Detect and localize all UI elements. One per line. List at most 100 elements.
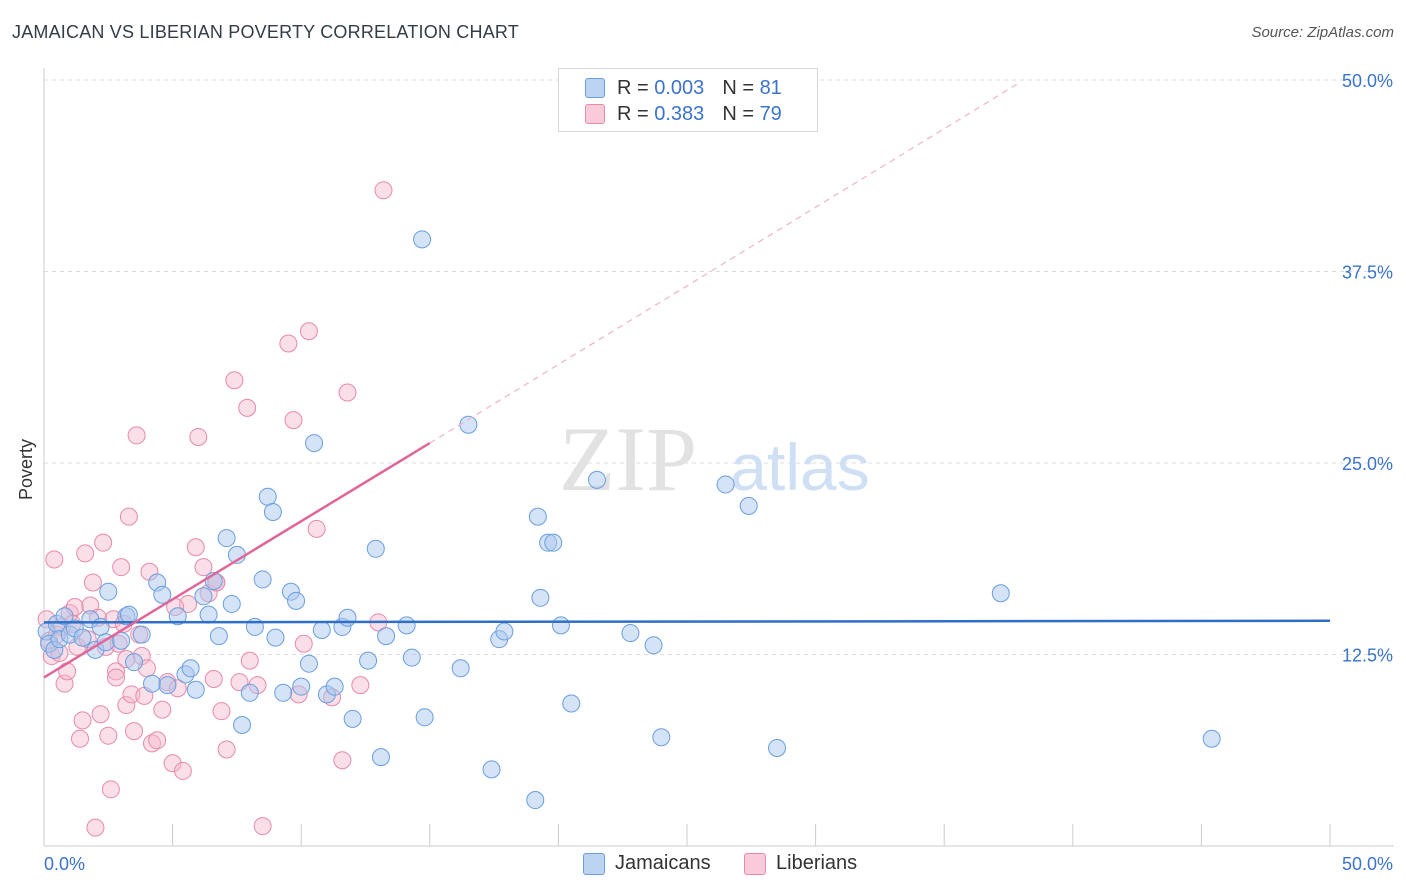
liberians-point xyxy=(299,322,318,341)
jamaicans-point xyxy=(528,507,547,526)
liberians-point xyxy=(94,533,113,552)
jamaicans-point xyxy=(415,708,434,727)
liberians-point xyxy=(45,550,64,569)
liberians-point xyxy=(238,398,257,417)
jamaicans-point xyxy=(274,683,293,702)
liberians-point xyxy=(125,722,144,741)
jamaicans-point xyxy=(132,625,151,644)
liberians-point xyxy=(374,181,393,200)
jamaicans-point xyxy=(459,415,478,434)
jamaicans-point xyxy=(531,588,550,607)
jamaicans-point xyxy=(233,715,252,734)
liberians-point xyxy=(83,573,102,592)
legend-item-jamaicans: Jamaicans xyxy=(583,852,711,875)
jamaicans-point xyxy=(338,608,357,627)
liberians-point xyxy=(189,427,208,446)
jamaicans-point xyxy=(768,738,787,757)
liberians-point xyxy=(99,726,118,745)
liberians-point xyxy=(279,334,298,353)
liberians-point xyxy=(112,558,131,577)
legend-row-jamaicans: R = 0.003 N = 81 xyxy=(585,75,782,101)
liberians-point xyxy=(204,670,223,689)
liberians-point xyxy=(76,544,95,563)
jamaicans-point xyxy=(287,591,306,610)
liberians-point xyxy=(173,761,192,780)
jamaicans-point xyxy=(325,677,344,696)
liberians-trend-extension xyxy=(429,81,1022,444)
jamaicans-point xyxy=(258,487,277,506)
y-tick-label: 25.0% xyxy=(1342,454,1393,474)
jamaicans-point xyxy=(112,631,131,650)
liberians-point xyxy=(101,780,120,799)
jamaicans-point xyxy=(91,617,110,636)
liberians-point xyxy=(194,558,213,577)
jamaicans-point xyxy=(299,654,318,673)
jamaicans-point xyxy=(99,582,118,601)
jamaicans-point xyxy=(551,616,570,635)
liberians-point xyxy=(225,371,244,390)
liberians-point xyxy=(71,729,90,748)
jamaicans-point xyxy=(495,622,514,641)
liberians-point xyxy=(333,751,352,770)
series-jamaicans xyxy=(37,230,1221,810)
jamaicans-trend-line xyxy=(43,619,1331,624)
jamaicans-point xyxy=(292,677,311,696)
series-legend: Jamaicans Liberians xyxy=(0,852,1406,878)
liberians-point xyxy=(186,538,205,557)
jamaicans-point xyxy=(266,628,285,647)
jamaicans-point xyxy=(263,503,282,522)
watermark-zip: ZIP xyxy=(559,408,697,510)
liberians-point xyxy=(107,662,126,681)
legend-label-liberians: Liberians xyxy=(776,852,858,874)
axes xyxy=(43,68,1394,847)
liberians-point xyxy=(122,685,141,704)
liberians-point xyxy=(284,411,303,430)
liberians-point xyxy=(117,696,136,715)
jamaicans-point xyxy=(209,627,228,646)
jamaicans-point xyxy=(482,760,501,779)
stats-legend: R = 0.003 N = 81 R = 0.383 N = 79 xyxy=(558,68,818,132)
jamaicans-point xyxy=(240,683,259,702)
liberians-point xyxy=(351,676,370,695)
legend-n-value: 81 xyxy=(759,76,782,99)
jamaicans-point xyxy=(186,680,205,699)
jamaicans-point xyxy=(55,607,74,626)
tick-labels: 12.5% 25.0% 37.5% 50.0% 0.0% 50.0% xyxy=(44,71,1393,874)
jamaicans-point xyxy=(366,539,385,558)
liberians-point xyxy=(240,651,259,670)
jamaicans-point xyxy=(652,728,671,747)
jamaicans-point xyxy=(991,584,1010,603)
legend-r-label: R = xyxy=(617,102,649,125)
liberians-point xyxy=(148,731,167,750)
jamaicans-point xyxy=(621,624,640,643)
liberians-point xyxy=(338,383,357,402)
liberians-point xyxy=(217,740,236,759)
source-label: Source: ZipAtlas.com xyxy=(1251,24,1394,41)
y-tick-label: 12.5% xyxy=(1342,646,1393,666)
jamaicans-point xyxy=(312,620,331,639)
liberians-point xyxy=(127,426,146,445)
jamaicans-point xyxy=(181,659,200,678)
jamaicans-point xyxy=(402,648,421,667)
jamaicans-point xyxy=(253,570,272,589)
jamaicans-point xyxy=(158,676,177,695)
jamaicans-point xyxy=(143,674,162,693)
liberians-point xyxy=(253,817,272,836)
legend-n-label: N = xyxy=(722,102,754,125)
liberians-point xyxy=(73,711,92,730)
jamaicans-point xyxy=(1202,729,1221,748)
series-liberians xyxy=(37,181,393,837)
jamaicans-point xyxy=(371,748,390,767)
liberians-point xyxy=(119,507,138,526)
jamaicans-point xyxy=(413,230,432,249)
legend-row-liberians: R = 0.383 N = 79 xyxy=(585,101,782,127)
liberians-point xyxy=(163,754,182,773)
jamaicans-point xyxy=(451,659,470,678)
jamaicans-point xyxy=(343,709,362,728)
jamaicans-point xyxy=(125,653,144,672)
jamaicans-point xyxy=(199,605,218,624)
legend-r-value: 0.003 xyxy=(654,76,705,99)
x-tick-label: 0.0% xyxy=(44,854,85,874)
jamaicans-point xyxy=(644,636,663,655)
